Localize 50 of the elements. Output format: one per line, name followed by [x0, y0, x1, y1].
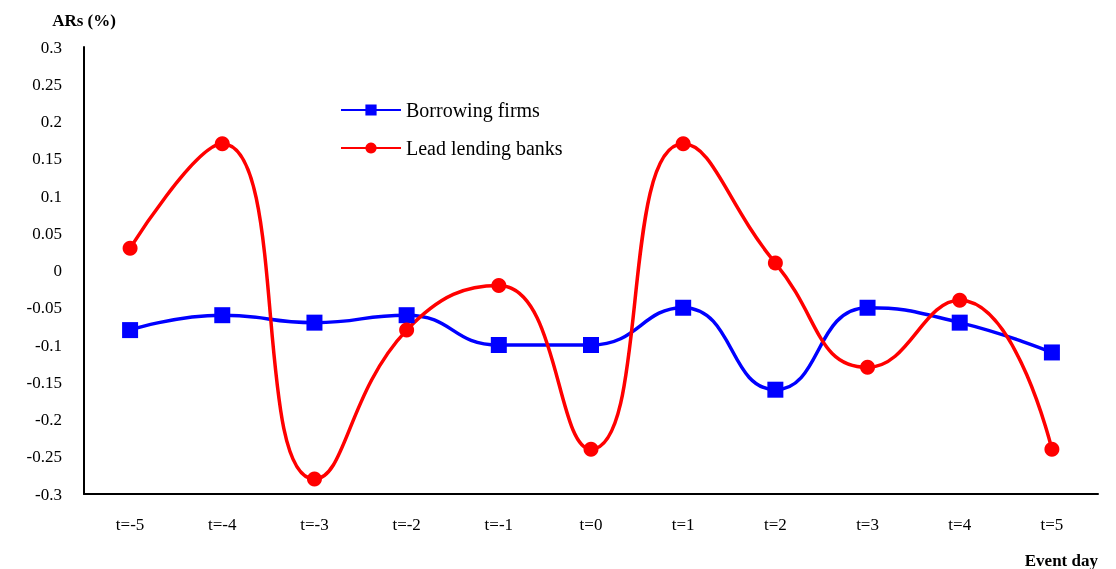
x-axis-title: Event day [1024, 551, 1099, 569]
legend-label: Borrowing firms [406, 99, 541, 122]
x-tick-label: t=-2 [392, 515, 421, 534]
point [859, 299, 876, 316]
point [214, 136, 230, 152]
point [767, 381, 784, 398]
point [399, 322, 415, 338]
x-tick-label: t=5 [1040, 515, 1064, 534]
x-tick-label: t=3 [856, 515, 879, 534]
point [951, 314, 968, 331]
x-tick-label: t=2 [763, 515, 787, 534]
x-tick-label: t=-5 [115, 515, 145, 534]
x-tick-label: t=-1 [484, 515, 514, 534]
point [767, 255, 783, 271]
x-tick-label: t=0 [579, 515, 603, 534]
point [306, 471, 322, 487]
point [214, 307, 231, 324]
point [490, 337, 507, 353]
y-tick-label: -0.25 [26, 447, 62, 467]
x-tick-label: t=-3 [300, 515, 329, 534]
y-tick-label: -0.1 [35, 335, 62, 355]
point [952, 292, 968, 308]
point [675, 299, 692, 316]
y-tick-label: 0.15 [32, 149, 62, 169]
y-tick-label: 0.1 [40, 186, 62, 206]
point [583, 337, 599, 353]
y-axis-title: ARs (%) [52, 11, 116, 30]
y-tick-label: 0.05 [32, 223, 62, 243]
y-tick-label: -0.05 [26, 298, 62, 318]
point [1043, 344, 1060, 361]
x-tick-label: t=1 [671, 515, 695, 534]
point [1044, 441, 1060, 457]
point [398, 307, 415, 324]
point [122, 322, 139, 339]
x-tick-label: t=-4 [208, 515, 237, 534]
point [491, 277, 507, 293]
y-tick-label: -0.2 [35, 410, 62, 429]
y-tick-label: 0.2 [40, 112, 62, 131]
y-tick-label: 0 [53, 261, 62, 280]
x-tick-label: t=4 [948, 515, 972, 534]
y-tick-label: 0.25 [32, 74, 62, 94]
legend-label: Lead lending banks [406, 137, 563, 160]
y-tick-label: 0.3 [40, 37, 62, 57]
y-tick-label: -0.15 [26, 372, 62, 392]
point [122, 240, 138, 256]
point [306, 314, 323, 331]
point [860, 359, 876, 375]
point [675, 136, 691, 152]
point [583, 441, 599, 457]
y-tick-label: -0.3 [35, 484, 62, 504]
